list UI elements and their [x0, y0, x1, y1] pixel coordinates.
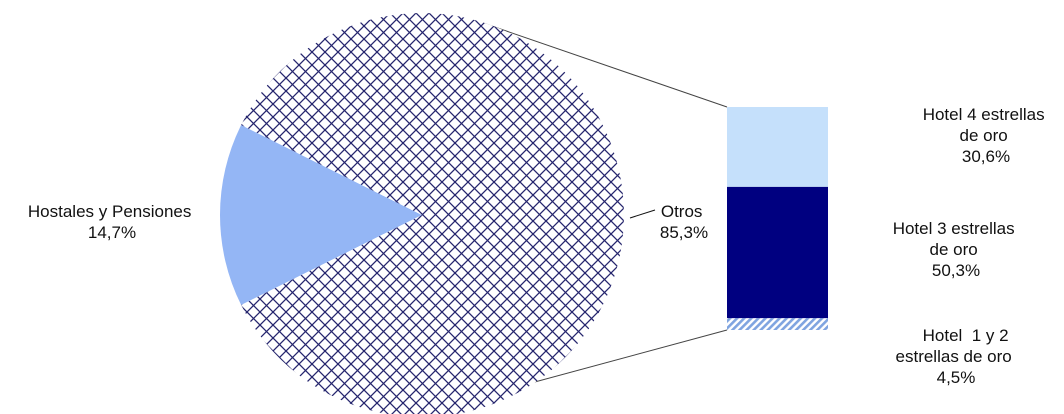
bar-label-hotel-4-line1: Hotel 4 estrellas — [923, 105, 1045, 124]
pie-label-otros-value: 85,3% — [660, 223, 708, 242]
bar-label-hotel-1-2-line1: Hotel 1 y 2 — [923, 326, 1009, 345]
otros-leader-line — [629, 209, 656, 219]
bar-segment-hotel-1-y-2-estrellas — [727, 318, 828, 330]
bar-label-hotel-4: Hotel 4 estrellas de oro 30,6% — [923, 105, 1050, 166]
bar-segment-hotel-3-estrellas — [727, 186, 828, 319]
pie-label-hostales: Hostales y Pensiones 14,7% — [28, 202, 196, 242]
bar-label-hotel-4-line2: de oro — [960, 126, 1008, 145]
bar-label-hotel-4-value: 30,6% — [962, 147, 1010, 166]
bar-segment-hotel-4-estrellas — [727, 107, 828, 187]
bar-label-hotel-3: Hotel 3 estrellas de oro 50,3% — [893, 219, 1020, 280]
pie-label-hostales-value: 14,7% — [88, 223, 136, 242]
bar-label-hotel-3-value: 50,3% — [932, 261, 980, 280]
bar-label-hotel-3-line1: Hotel 3 estrellas — [893, 219, 1015, 238]
stacked-bar — [727, 107, 828, 330]
bar-label-hotel-1-2-line2: estrellas de oro — [896, 347, 1012, 366]
bar-label-hotel-1-2-value: 4,5% — [937, 368, 976, 387]
pie-label-hostales-name: Hostales y Pensiones — [28, 202, 191, 221]
connector-line-top — [482, 22, 728, 108]
pie-label-otros-name: Otros — [661, 202, 703, 221]
bar-label-hotel-3-line2: de oro — [930, 240, 978, 259]
bar-label-hotel-1-2: Hotel 1 y 2 estrellas de oro 4,5% — [896, 326, 1017, 387]
pie-slice-otros — [241, 13, 624, 414]
pie-label-otros: Otros 85,3% — [660, 202, 708, 242]
pie-slice-hostales — [219, 124, 422, 306]
pie — [219, 13, 624, 414]
